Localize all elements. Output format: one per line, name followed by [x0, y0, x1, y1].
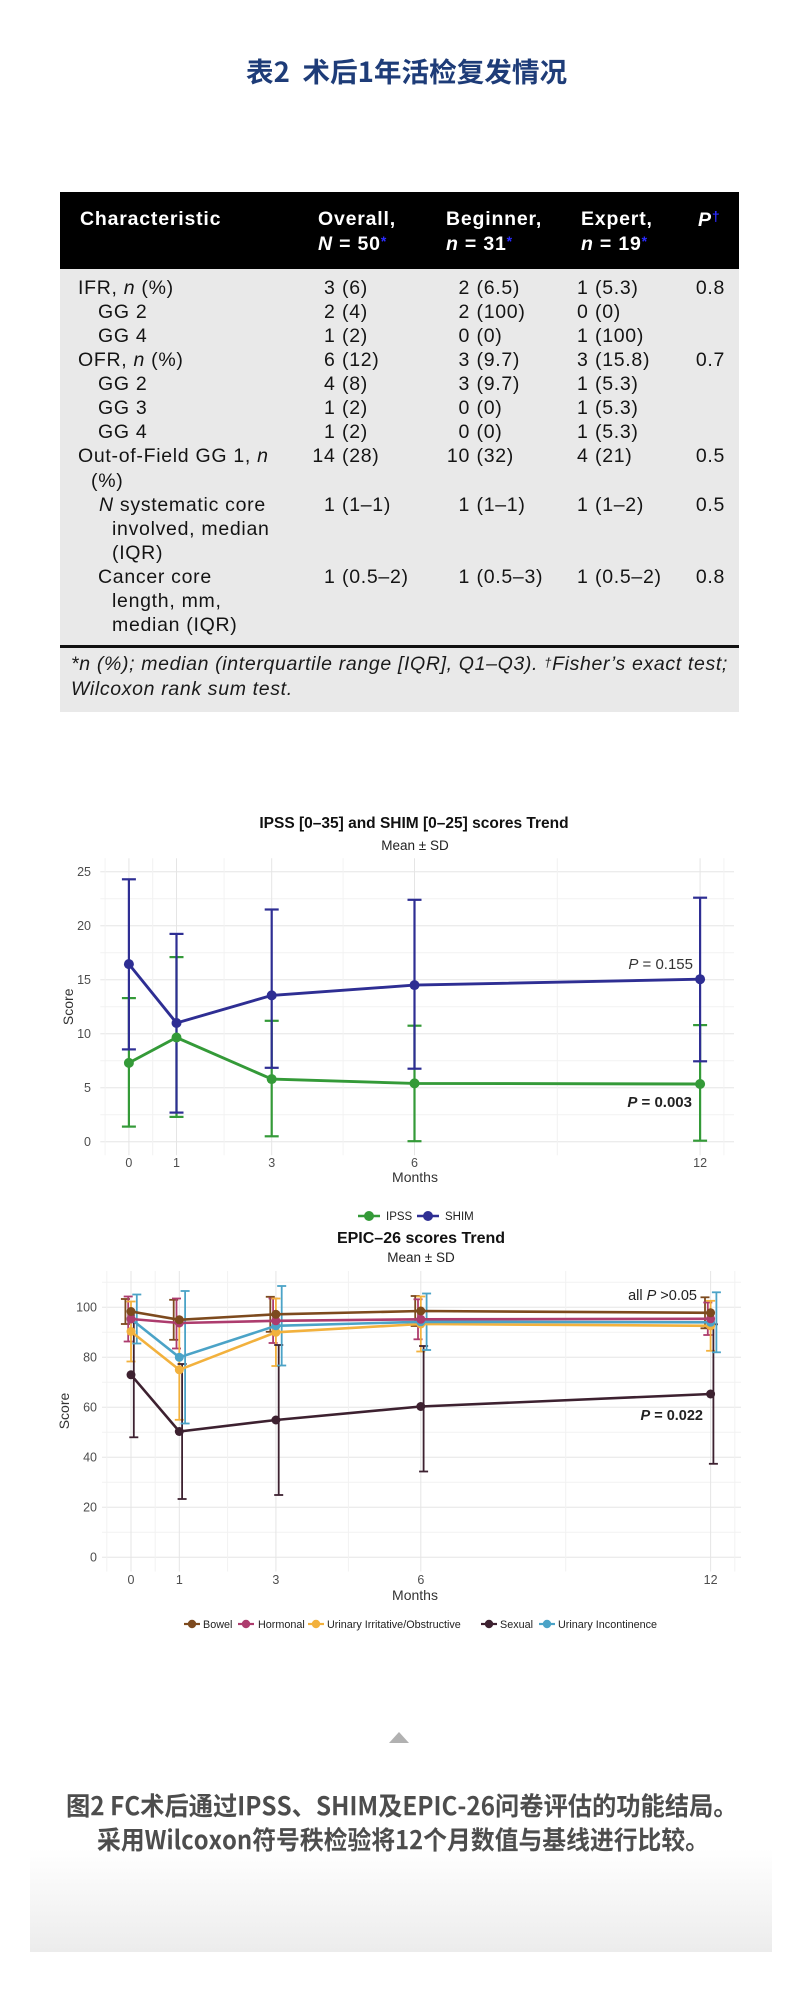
svg-text:60: 60 [83, 1401, 97, 1415]
svg-text:6: 6 [411, 1156, 418, 1170]
svg-text:IPSS: IPSS [386, 1211, 413, 1223]
svg-text:40: 40 [83, 1451, 97, 1465]
svg-text:25: 25 [77, 865, 91, 879]
svg-text:12: 12 [693, 1156, 707, 1170]
svg-text:5: 5 [84, 1081, 91, 1095]
svg-text:12: 12 [704, 1573, 718, 1587]
svg-text:10: 10 [77, 1027, 91, 1041]
svg-text:Urinary Irritative/Obstructive: Urinary Irritative/Obstructive [327, 1619, 461, 1631]
svg-text:20: 20 [83, 1501, 97, 1515]
svg-text:Score: Score [56, 1393, 72, 1430]
svg-text:P = 0.022: P = 0.022 [641, 1408, 703, 1424]
svg-text:Bowel: Bowel [203, 1619, 232, 1631]
svg-text:EPIC–26 scores Trend: EPIC–26 scores Trend [337, 1230, 505, 1247]
svg-text:IPSS [0–35] and SHIM [0–25] sc: IPSS [0–35] and SHIM [0–25] scores Trend [259, 815, 568, 832]
svg-text:Score: Score [60, 988, 76, 1025]
svg-text:0: 0 [84, 1135, 91, 1149]
svg-text:6: 6 [417, 1573, 424, 1587]
svg-text:Sexual: Sexual [500, 1619, 533, 1631]
svg-text:all P >0.05: all P >0.05 [628, 1288, 697, 1304]
svg-text:Mean ± SD: Mean ± SD [381, 838, 449, 853]
svg-text:P = 0.003: P = 0.003 [627, 1094, 692, 1111]
svg-text:Mean ± SD: Mean ± SD [387, 1250, 455, 1265]
svg-text:Months: Months [392, 1169, 438, 1185]
svg-text:0: 0 [125, 1156, 132, 1170]
svg-text:0: 0 [128, 1573, 135, 1587]
svg-text:1: 1 [173, 1156, 180, 1170]
svg-text:1: 1 [176, 1573, 183, 1587]
svg-text:15: 15 [77, 973, 91, 987]
svg-text:3: 3 [268, 1156, 275, 1170]
svg-text:Urinary Incontinence: Urinary Incontinence [558, 1619, 657, 1631]
svg-text:Months: Months [392, 1587, 438, 1603]
svg-text:100: 100 [76, 1301, 97, 1315]
svg-text:80: 80 [83, 1351, 97, 1365]
svg-text:20: 20 [77, 919, 91, 933]
svg-text:Hormonal: Hormonal [258, 1619, 305, 1631]
svg-text:0: 0 [90, 1551, 97, 1565]
svg-text:3: 3 [272, 1573, 279, 1587]
svg-text:SHIM: SHIM [445, 1211, 474, 1223]
svg-text:P = 0.155: P = 0.155 [628, 956, 693, 973]
